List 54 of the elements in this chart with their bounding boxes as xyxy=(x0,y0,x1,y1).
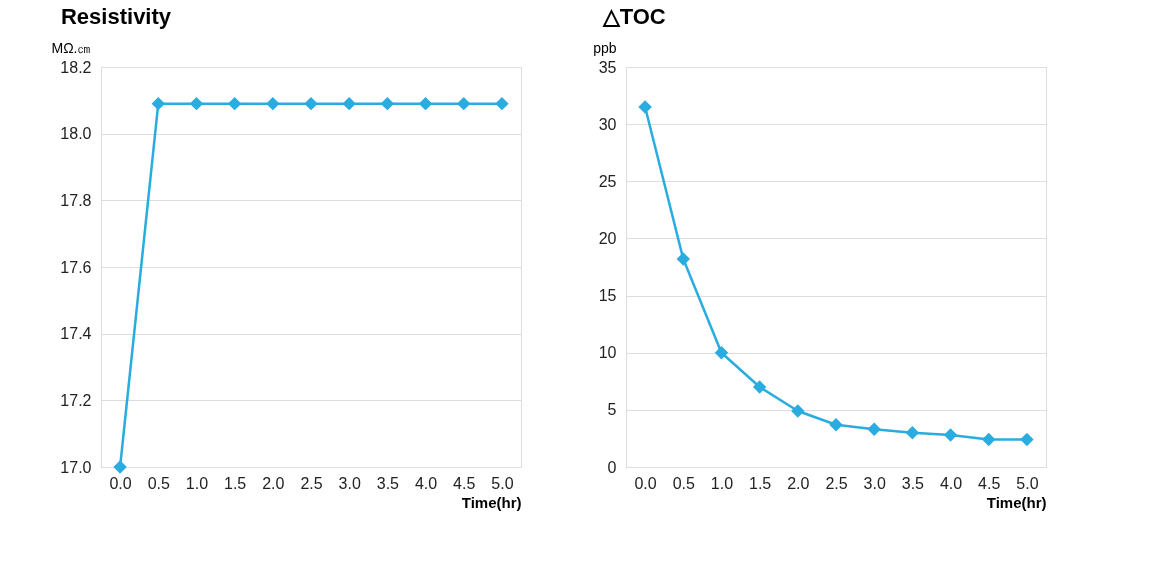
y-tick-label: 35 xyxy=(598,58,617,76)
y-tick-label: 17.2 xyxy=(60,391,92,409)
x-tick-label: 1.0 xyxy=(710,474,734,492)
x-tick-label: 3.0 xyxy=(863,474,886,492)
x-tick-label: 0.0 xyxy=(109,474,132,492)
point xyxy=(752,380,767,394)
x-tick-label: 3.5 xyxy=(376,474,400,492)
x-tick-label: 1.5 xyxy=(749,474,772,492)
y-tick-label: 18.0 xyxy=(60,125,92,143)
y-tick-label: 20 xyxy=(598,229,617,247)
y-tick-label: 18.2 xyxy=(60,58,92,76)
x-tick-label: 3.0 xyxy=(338,474,361,492)
x-axis-title: Time(hr) xyxy=(986,493,1047,511)
y-tick-label: 25 xyxy=(598,172,617,190)
point xyxy=(676,252,690,266)
x-tick-label: 4.5 xyxy=(453,474,476,492)
x-tick-label: 2.0 xyxy=(262,474,285,492)
point xyxy=(943,428,958,442)
y-tick-label: 17.4 xyxy=(60,325,92,343)
x-tick-label: 2.0 xyxy=(787,474,810,492)
y-axis-title: MΩ.㎝ xyxy=(51,39,92,56)
x-tick-label: 3.5 xyxy=(901,474,925,492)
x-axis-title: Time(hr) xyxy=(461,493,522,511)
point xyxy=(829,418,843,432)
point xyxy=(982,432,996,447)
x-tick-label: 2.5 xyxy=(825,474,848,492)
x-tick-label: 5.0 xyxy=(491,474,514,492)
point xyxy=(905,426,920,440)
y-tick-label: 30 xyxy=(598,115,617,133)
point xyxy=(791,404,805,418)
y-tick-label: 17.6 xyxy=(60,258,92,276)
y-tick-label: 5 xyxy=(607,401,617,419)
x-tick-label: 0.5 xyxy=(672,474,695,492)
y-tick-label: 17.0 xyxy=(60,458,92,476)
x-tick-label: 4.0 xyxy=(414,474,438,492)
chart-title: △TOC xyxy=(601,4,666,29)
y-tick-label: 0 xyxy=(607,458,617,476)
x-tick-label: 0.0 xyxy=(634,474,657,492)
x-tick-label: 4.5 xyxy=(978,474,1001,492)
point xyxy=(638,100,652,114)
point xyxy=(714,346,729,360)
y-tick-label: 10 xyxy=(598,344,617,362)
x-tick-label: 1.5 xyxy=(224,474,247,492)
x-tick-label: 4.0 xyxy=(939,474,963,492)
x-tick-label: 0.5 xyxy=(147,474,170,492)
point xyxy=(1020,432,1034,447)
point xyxy=(867,422,881,436)
x-tick-label: 1.0 xyxy=(185,474,209,492)
chart-title: Resistivity xyxy=(60,4,172,29)
x-tick-label: 5.0 xyxy=(1016,474,1039,492)
x-tick-label: 2.5 xyxy=(300,474,323,492)
y-axis-title: ppb xyxy=(593,39,617,56)
y-tick-label: 17.8 xyxy=(60,191,92,209)
y-tick-label: 15 xyxy=(598,287,617,305)
